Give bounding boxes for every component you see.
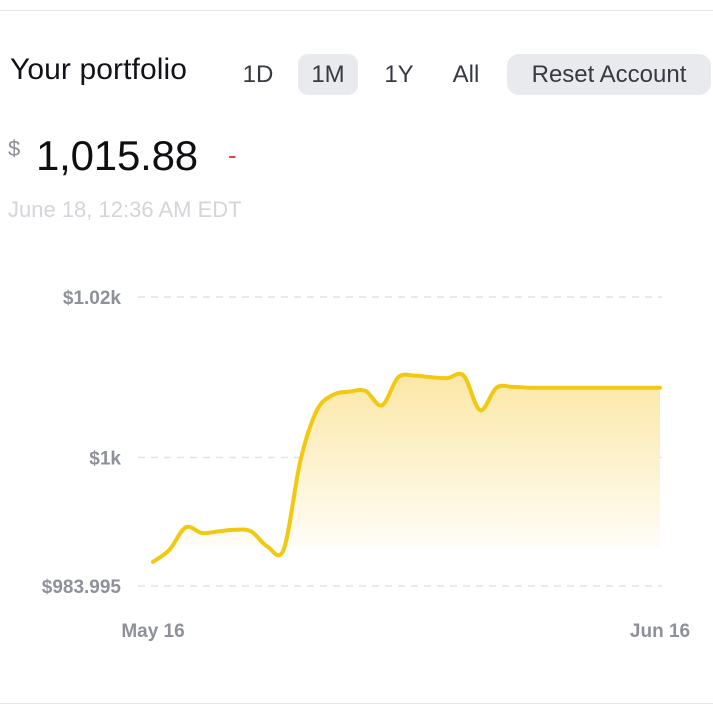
chart-line [151, 371, 662, 564]
portfolio-chart-svg: $1.02k $1k $983.995 May 16 Jun 16 [42, 288, 690, 642]
range-1y-button[interactable]: 1Y [384, 61, 414, 88]
portfolio-chart[interactable]: $1.02k $1k $983.995 May 16 Jun 16 [0, 260, 713, 660]
portfolio-header: Your portfolio 1D 1M 1Y All Reset Accoun… [10, 50, 713, 96]
bottom-divider [0, 703, 713, 704]
range-1d-button[interactable]: 1D [242, 61, 274, 88]
portfolio-title: Your portfolio [10, 53, 188, 86]
top-divider [0, 10, 713, 11]
portfolio-value-row: $ 1,015.88 - [8, 132, 408, 182]
currency-symbol: $ [8, 136, 21, 161]
y-tick-label: $1.02k [63, 288, 122, 309]
x-tick-label: May 16 [121, 621, 184, 642]
reset-account-button[interactable]: Reset Account [507, 54, 711, 95]
portfolio-value: 1,015.88 [36, 132, 198, 179]
range-all-button[interactable]: All [452, 61, 480, 88]
y-tick-label: $983.995 [42, 577, 122, 598]
value-change: - [228, 140, 237, 170]
chart-area-fill [153, 373, 660, 562]
y-tick-label: $1k [89, 449, 121, 470]
x-tick-label: Jun 16 [630, 621, 690, 642]
range-1m-button[interactable]: 1M [298, 54, 358, 95]
value-timestamp: June 18, 12:36 AM EDT [8, 197, 242, 222]
